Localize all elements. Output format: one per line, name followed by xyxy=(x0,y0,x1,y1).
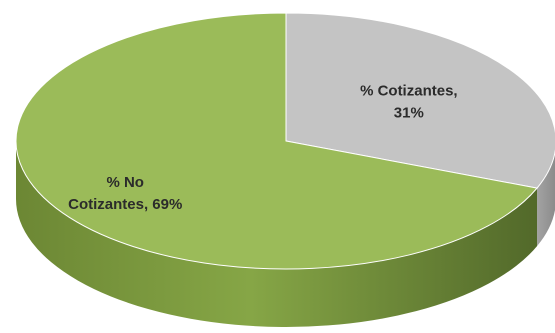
pie-slice-side-0 xyxy=(537,151,555,247)
slice-label-0: % Cotizantes, 31% xyxy=(360,82,458,121)
pie-slice-top-1 xyxy=(15,12,538,270)
slice-label-0-line-0: % Cotizantes, xyxy=(360,82,458,99)
slice-label-1: % No Cotizantes, 69% xyxy=(68,174,182,213)
pie-slice-side-1 xyxy=(15,141,538,327)
slice-label-0-line-1: 31% xyxy=(394,104,424,121)
slice-label-1-line-0: % No xyxy=(106,174,144,191)
slice-label-1-line-1: Cotizantes, 69% xyxy=(68,196,182,213)
pie-slice-top-0 xyxy=(285,12,555,189)
